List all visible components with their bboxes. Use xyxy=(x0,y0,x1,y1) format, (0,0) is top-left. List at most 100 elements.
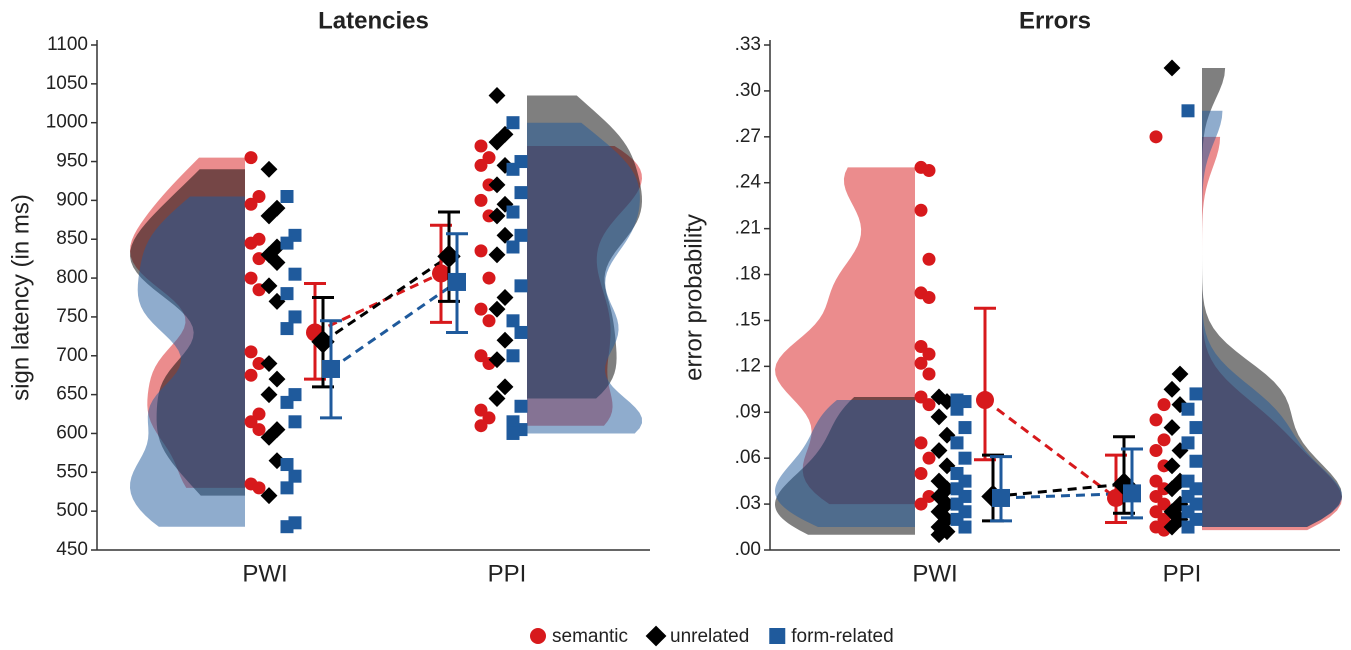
density-cloud xyxy=(130,196,245,527)
data-point xyxy=(288,415,302,429)
data-point xyxy=(958,421,972,435)
mean-marker xyxy=(1123,484,1141,503)
data-point xyxy=(1181,104,1195,118)
data-point xyxy=(1163,480,1181,498)
data-point xyxy=(1157,398,1171,412)
data-point xyxy=(268,238,286,256)
mean-connector xyxy=(984,398,1117,500)
data-point xyxy=(506,116,520,130)
x-tick-label: PPI xyxy=(488,560,527,587)
density-cloud xyxy=(527,122,642,434)
legend-marker xyxy=(769,628,786,644)
data-point xyxy=(252,481,266,495)
mean-marker xyxy=(322,359,340,378)
data-point xyxy=(288,469,302,483)
data-point xyxy=(958,451,972,465)
data-point xyxy=(914,466,928,480)
y-tick-label: 450 xyxy=(56,539,88,560)
mean-connector xyxy=(322,255,450,344)
data-point xyxy=(260,487,278,505)
y-tick-label: .24 xyxy=(735,172,762,193)
y-tick-label: .33 xyxy=(735,34,761,55)
legend-label: form-related xyxy=(791,626,893,647)
y-axis-label: error probability xyxy=(680,214,707,381)
data-point xyxy=(930,408,948,426)
y-tick-label: .21 xyxy=(735,218,761,239)
data-point xyxy=(958,520,972,534)
data-point xyxy=(288,267,302,281)
data-point xyxy=(1181,436,1195,450)
data-point xyxy=(474,244,488,258)
mean-connector xyxy=(330,280,458,371)
data-point xyxy=(252,190,266,203)
data-point xyxy=(482,151,496,165)
mean-marker xyxy=(1107,488,1125,507)
y-tick-label: .06 xyxy=(735,447,761,468)
data-point xyxy=(914,436,928,450)
mean-marker xyxy=(311,330,335,354)
data-point xyxy=(280,481,294,495)
data-point xyxy=(1149,130,1163,144)
legend-marker xyxy=(530,628,546,644)
data-point xyxy=(260,355,278,372)
y-tick-label: 1000 xyxy=(46,112,88,133)
mean-marker xyxy=(432,264,450,283)
data-point xyxy=(260,428,278,446)
data-point xyxy=(280,322,294,336)
data-point xyxy=(1181,402,1195,416)
mean-connector xyxy=(992,482,1125,498)
data-point xyxy=(260,386,278,404)
data-point xyxy=(1189,387,1203,401)
data-point xyxy=(496,289,514,306)
data-point xyxy=(1163,457,1181,475)
y-tick-label: 1050 xyxy=(46,73,88,94)
data-point xyxy=(1171,365,1189,383)
x-tick-label: PWI xyxy=(242,560,287,587)
data-point xyxy=(488,351,506,369)
data-point xyxy=(474,419,488,433)
data-point xyxy=(474,158,488,172)
data-point xyxy=(488,246,506,264)
chart-title: Latencies xyxy=(318,7,429,34)
data-point xyxy=(244,345,258,359)
y-tick-label: .03 xyxy=(735,493,761,514)
y-axis-label: sign latency (in ms) xyxy=(7,194,34,401)
data-point xyxy=(506,314,520,328)
y-tick-label: .30 xyxy=(735,80,761,101)
legend-marker xyxy=(645,625,667,647)
data-point xyxy=(1149,444,1163,458)
y-tick-label: 500 xyxy=(56,500,88,521)
y-tick-label: 700 xyxy=(56,345,88,366)
y-tick-label: 950 xyxy=(56,151,88,172)
data-point xyxy=(260,160,278,178)
data-point xyxy=(922,398,936,412)
data-point xyxy=(244,271,258,285)
data-point xyxy=(514,399,528,413)
data-point xyxy=(488,133,506,151)
x-tick-label: PWI xyxy=(912,560,957,587)
legend-label: unrelated xyxy=(670,626,749,647)
data-point xyxy=(280,520,294,534)
data-point xyxy=(950,436,964,450)
data-point xyxy=(482,271,496,285)
data-point xyxy=(488,87,506,104)
data-point xyxy=(914,497,928,511)
mean-marker xyxy=(437,244,461,269)
data-point xyxy=(488,176,506,194)
y-tick-label: 800 xyxy=(56,267,88,288)
data-point xyxy=(260,277,278,295)
data-point xyxy=(1163,59,1181,77)
y-tick-label: .12 xyxy=(735,355,761,376)
data-point xyxy=(1157,433,1171,447)
y-tick-label: 1100 xyxy=(47,34,88,55)
density-cloud xyxy=(775,400,915,528)
y-tick-label: 900 xyxy=(56,189,88,210)
data-point xyxy=(514,186,528,200)
data-point xyxy=(482,411,496,425)
data-point xyxy=(922,367,936,381)
data-point xyxy=(1149,413,1163,427)
data-point xyxy=(922,163,936,177)
data-point xyxy=(506,349,520,363)
data-point xyxy=(474,302,488,316)
